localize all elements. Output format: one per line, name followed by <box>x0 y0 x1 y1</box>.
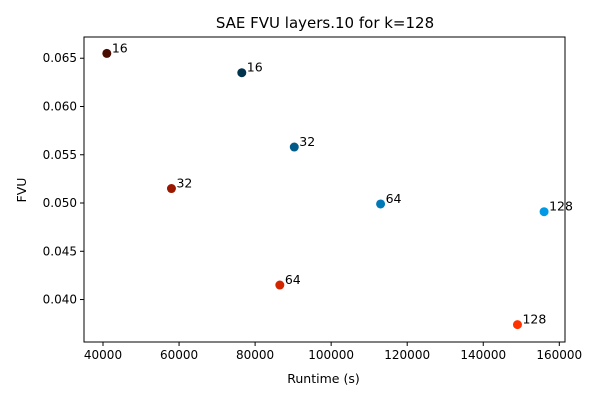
y-tick-label: 0.050 <box>43 196 77 210</box>
plot-area: 40000 60000 80000 100000 120000 140000 160000 0… <box>43 36 582 362</box>
data-label: 64 <box>285 272 301 287</box>
y-tick-label: 0.045 <box>43 244 77 258</box>
y-tick-label: 0.040 <box>43 293 77 307</box>
data-label: 32 <box>176 176 192 191</box>
data-point <box>166 184 176 194</box>
x-tick-label: 120000 <box>384 348 430 362</box>
data-label: 32 <box>299 134 315 149</box>
x-tick-label: 60000 <box>160 348 198 362</box>
y-tick-label: 0.065 <box>43 51 77 65</box>
y-tick-label: 0.060 <box>43 99 77 113</box>
x-tick-label: 160000 <box>536 348 582 362</box>
y-axis-label: FVU <box>14 178 29 203</box>
data-label: 16 <box>247 60 263 75</box>
x-tick-label: 40000 <box>84 348 122 362</box>
x-tick-label: 80000 <box>236 348 274 362</box>
chart-title: SAE FVU layers.10 for k=128 <box>216 14 434 32</box>
y-tick-label: 0.055 <box>43 148 77 162</box>
data-point <box>289 142 299 152</box>
x-axis-label: Runtime (s) <box>287 371 359 386</box>
data-label: 64 <box>386 191 402 206</box>
data-point <box>539 207 549 217</box>
data-point <box>237 68 247 78</box>
data-point <box>102 48 112 58</box>
plot-frame <box>83 36 566 343</box>
data-label: 16 <box>112 40 128 55</box>
data-label: 128 <box>522 312 546 327</box>
x-tick-label: 100000 <box>308 348 354 362</box>
data-point <box>512 320 522 330</box>
data-point <box>275 280 285 290</box>
x-tick-label: 140000 <box>460 348 506 362</box>
data-point <box>376 199 386 209</box>
data-label: 128 <box>549 199 573 214</box>
